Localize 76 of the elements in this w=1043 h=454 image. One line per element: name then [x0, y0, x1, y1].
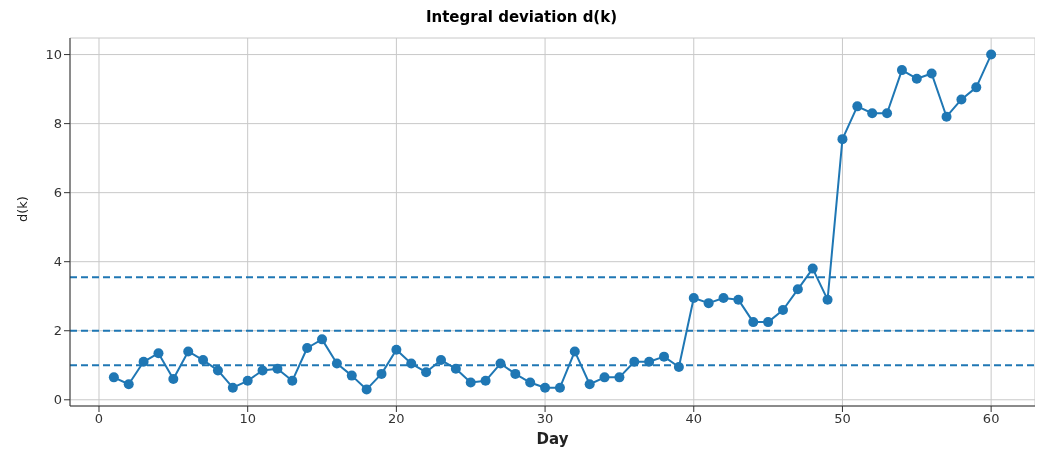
point	[317, 334, 328, 345]
point	[257, 365, 268, 376]
point	[168, 374, 179, 385]
point	[703, 298, 714, 309]
point	[941, 111, 952, 122]
point	[406, 358, 417, 369]
point	[986, 49, 997, 60]
point	[450, 363, 461, 374]
x-tick-label: 50	[834, 411, 851, 427]
point	[688, 292, 699, 303]
chart-title: Integral deviation d(k)	[424, 8, 619, 28]
point	[227, 382, 238, 393]
point	[108, 372, 119, 383]
point	[540, 382, 551, 393]
point	[659, 351, 670, 362]
point	[852, 101, 863, 112]
point	[287, 375, 298, 386]
point	[421, 367, 432, 378]
point	[777, 305, 788, 316]
point	[926, 68, 937, 79]
x-tick-label: 60	[982, 411, 1000, 427]
point	[495, 358, 506, 369]
point	[376, 368, 387, 379]
point	[435, 355, 446, 366]
point	[554, 382, 565, 393]
point	[123, 379, 134, 390]
point	[361, 384, 372, 395]
x-tick-label: 0	[94, 411, 104, 427]
point	[153, 348, 164, 359]
point	[629, 356, 640, 367]
point	[599, 372, 610, 383]
point	[183, 346, 194, 357]
y-tick-label: 0	[53, 392, 62, 408]
point	[792, 284, 803, 295]
point	[733, 294, 744, 305]
point	[644, 356, 655, 367]
point	[198, 355, 209, 366]
point	[911, 73, 922, 84]
point	[896, 65, 907, 76]
y-tick-label: 6	[53, 185, 62, 201]
point	[956, 94, 967, 105]
y-tick-label: 4	[53, 254, 62, 270]
x-tick-label: 40	[685, 411, 703, 427]
x-tick-label: 20	[388, 411, 405, 427]
point	[807, 263, 818, 274]
point	[391, 344, 402, 355]
point	[331, 358, 342, 369]
point	[882, 108, 893, 119]
point	[837, 134, 848, 145]
point	[302, 343, 313, 353]
point	[242, 375, 253, 386]
point	[138, 356, 149, 367]
point	[346, 370, 357, 381]
point	[510, 368, 521, 379]
y-axis-title: d(k)	[14, 196, 30, 222]
point	[822, 294, 833, 305]
x-axis-title: Day	[536, 430, 569, 448]
point	[867, 108, 878, 119]
point	[212, 365, 223, 376]
point	[584, 379, 595, 390]
y-tick-label: 8	[53, 116, 62, 132]
point	[480, 375, 491, 386]
point	[971, 82, 982, 93]
y-tick-label: 2	[53, 323, 62, 339]
point	[673, 361, 684, 372]
point	[718, 292, 729, 303]
point	[272, 363, 283, 374]
point	[525, 377, 536, 388]
y-tick-label: 10	[45, 47, 62, 63]
point	[569, 346, 580, 357]
point	[763, 317, 774, 328]
x-tick-label: 10	[239, 411, 256, 427]
point	[614, 372, 625, 383]
point	[465, 377, 476, 388]
x-tick-label: 30	[536, 411, 554, 427]
point	[748, 317, 759, 328]
